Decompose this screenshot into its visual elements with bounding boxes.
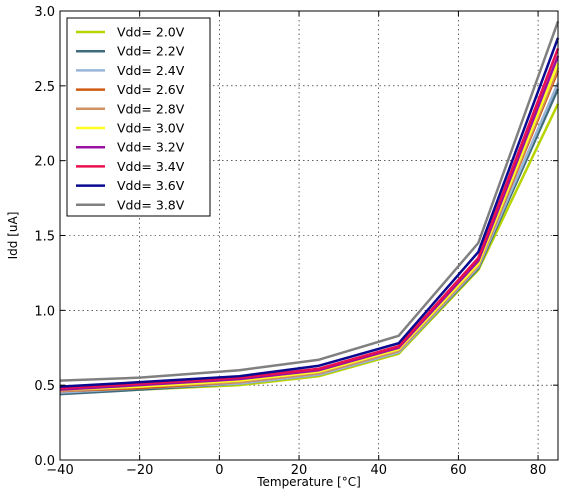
legend-entry-label: Vdd= 2.4V — [117, 63, 185, 78]
x-tick-label: 60 — [450, 463, 467, 478]
y-tick-label: 2.5 — [34, 80, 55, 95]
x-tick-label: 80 — [530, 463, 547, 478]
y-tick-label: 0.0 — [34, 454, 55, 469]
series-line — [59, 62, 560, 391]
y-axis-label: Idd [uA] — [6, 212, 20, 260]
legend-entry-label: Vdd= 2.8V — [117, 101, 185, 116]
legend-entry-label: Vdd= 2.6V — [117, 82, 185, 97]
legend-entry-label: Vdd= 2.2V — [117, 44, 185, 59]
series-line — [59, 37, 560, 388]
axis-ticks: −40 −20 0 20 40 60 80 0.0 0.5 1.0 1.5 2.0 2.5 3.0 — [34, 5, 558, 478]
x-tick-label: −20 — [126, 463, 153, 478]
x-tick-label: 0 — [215, 463, 223, 478]
legend-entry-label: Vdd= 3.0V — [117, 121, 185, 136]
series-line — [59, 47, 560, 390]
legend-entry-label: Vdd= 3.6V — [117, 178, 185, 193]
series-line — [59, 21, 560, 382]
x-axis-label: Temperature [°C] — [256, 475, 361, 489]
legend-entry-label: Vdd= 3.4V — [117, 159, 185, 174]
legend: Vdd= 2.0V Vdd= 2.2V Vdd= 2.4V Vdd= 2.6V Vdd=… — [66, 17, 211, 217]
y-tick-label: 3.0 — [34, 5, 55, 20]
x-tick-label: −40 — [46, 463, 73, 478]
x-tick-label: 20 — [291, 463, 308, 478]
y-tick-label: 2.0 — [34, 155, 55, 170]
y-tick-label: 1.5 — [34, 230, 55, 245]
x-tick-label: 40 — [370, 463, 387, 478]
legend-entry-label: Vdd= 3.8V — [117, 197, 185, 212]
y-tick-label: 1.0 — [34, 304, 55, 319]
legend-entry-label: Vdd= 3.2V — [117, 140, 185, 155]
series-line — [59, 55, 560, 391]
legend-entry-label: Vdd= 2.0V — [117, 25, 185, 40]
y-tick-label: 0.5 — [34, 379, 55, 394]
series-lines — [59, 21, 560, 396]
